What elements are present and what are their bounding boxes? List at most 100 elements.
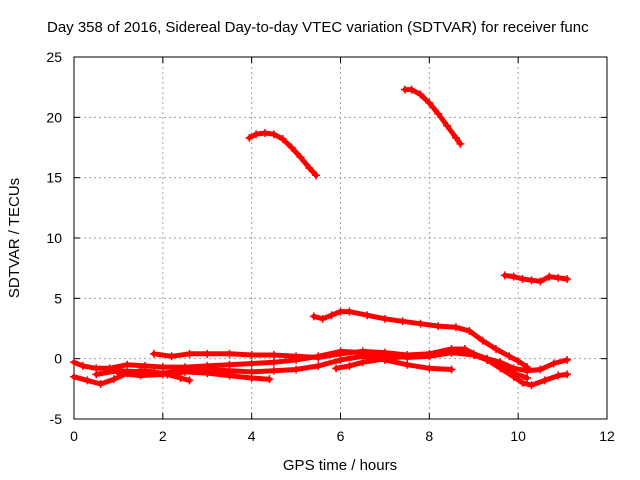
data-point [425,351,434,360]
y-tick-label: 10 [46,230,62,246]
data-point [527,276,536,285]
data-point [92,370,101,379]
x-tick-label: 0 [70,428,78,444]
series-arc-2 [400,85,465,148]
data-point [269,366,278,375]
data-point [318,314,327,323]
x-tick-labels: 0 2 4 6 8 10 12 [70,428,615,444]
data-point [314,361,323,370]
y-tick-label: -5 [50,411,63,427]
data-point [309,312,318,321]
x-tick-label: 2 [159,428,167,444]
data-point [500,271,509,280]
data-point [434,109,443,118]
data-point [545,272,554,281]
y-tick-labels: -5 0 5 10 15 20 25 [46,49,62,427]
x-tick-label: 6 [337,428,345,444]
data-point [123,360,132,369]
data-point [496,364,505,373]
series-arc-9 [114,367,274,384]
data-point [332,364,341,373]
data-point [456,139,465,148]
data-point [407,85,416,94]
data-point [185,376,194,385]
data-point [225,371,234,380]
data-point [523,373,532,382]
data-point [70,372,78,381]
series-arc-10 [332,348,572,390]
y-tick-label: 25 [46,49,62,65]
data-point [518,275,527,284]
data-point [109,375,118,384]
chart-title: Day 358 of 2016, Sidereal Day-to-day VTE… [47,19,589,36]
data-point [312,171,321,180]
data-point [509,372,518,381]
data-point [83,376,92,385]
data-point [425,98,434,107]
series-line [402,87,463,147]
data-point [305,164,314,173]
data-point [478,336,487,345]
data-point [252,130,261,139]
y-tick-label: 20 [46,109,62,125]
data-point [96,380,105,389]
data-point [296,153,305,162]
data-point [181,367,190,376]
data-point [114,369,123,378]
data-point [505,352,514,361]
data-point [78,361,87,370]
series-line [333,350,570,388]
data-point [398,317,407,326]
data-point [247,359,256,368]
data-point [292,365,301,374]
data-point [536,365,545,374]
data-point [141,361,150,370]
data-point [434,322,443,331]
data-point [167,352,176,361]
data-point [158,370,167,379]
data-point [425,364,434,373]
data-point [292,355,301,364]
data-point [269,351,278,360]
data-point [527,381,536,390]
data-point [549,359,558,368]
data-point [447,365,456,374]
data-point [203,349,212,358]
data-point [380,354,389,363]
data-point [491,345,500,354]
data-point [245,133,254,142]
data-point [336,307,345,316]
data-point [554,273,563,282]
x-tick-label: 10 [510,428,526,444]
data-point [327,311,336,320]
data-point [336,347,345,356]
data-point [70,358,78,367]
data-point [336,355,345,364]
data-point [465,326,474,335]
data-point [269,358,278,367]
data-series [70,85,572,390]
data-point [523,366,532,375]
data-point [469,349,478,358]
data-point [278,135,287,144]
data-point [176,373,185,382]
data-point [185,349,194,358]
data-point [563,370,572,379]
data-point [203,369,212,378]
y-tick-label: 5 [54,290,62,306]
x-axis-title: GPS time / hours [283,457,397,474]
data-point [451,133,460,142]
x-tick-label: 4 [248,428,256,444]
data-point [403,352,412,361]
x-tick-label: 8 [425,428,433,444]
x-tick-label: 12 [599,428,615,444]
series-arc-1 [245,129,321,180]
data-point [447,348,456,357]
data-point [563,355,572,364]
y-tick-label: 0 [54,351,62,367]
data-point [345,307,354,316]
data-point [518,378,527,387]
data-point [403,360,412,369]
data-point [345,361,354,370]
